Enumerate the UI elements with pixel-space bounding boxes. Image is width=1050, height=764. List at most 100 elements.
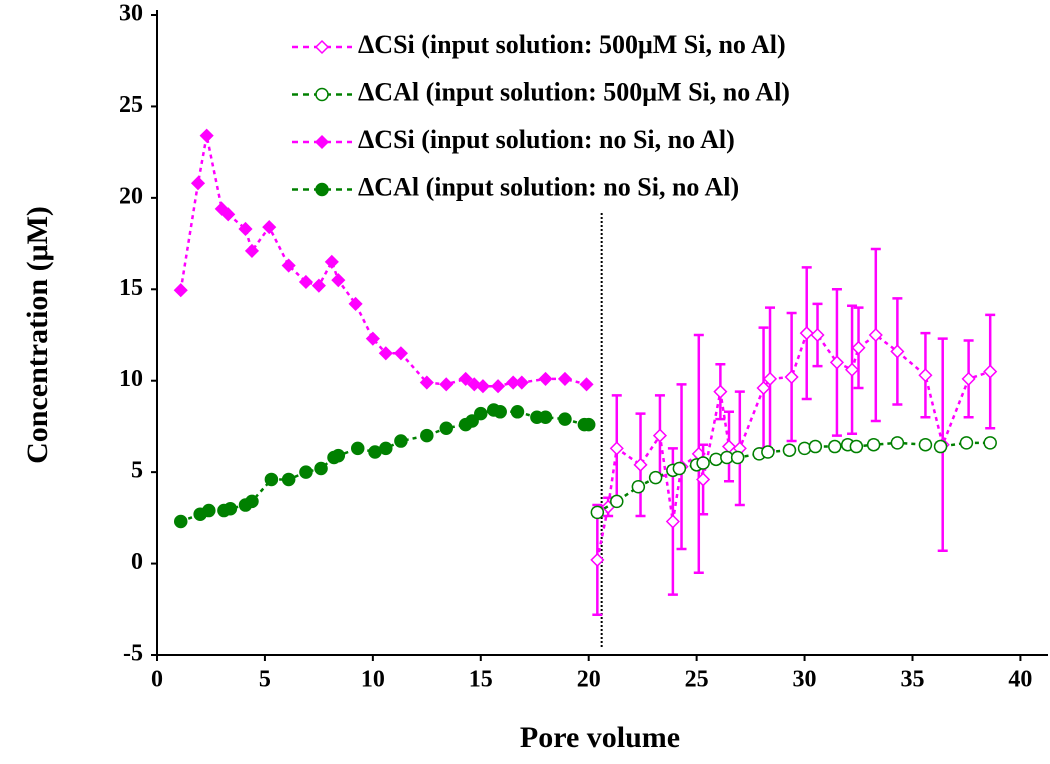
point [609,441,624,456]
x-tick-label: 40 [1008,667,1032,693]
point [474,406,488,421]
point [458,371,473,386]
point [828,439,842,454]
point [696,472,711,487]
x-tick-label: 15 [469,667,493,693]
y-tick-label: 10 [119,366,143,392]
point [298,274,313,290]
point [223,501,238,516]
y-tick-label: 30 [119,1,143,27]
point [348,296,363,311]
legend-label: ΔCAl (input solution: 500μM Si, no Al) [358,77,790,106]
point [918,437,933,452]
point [713,384,728,399]
point [331,448,346,463]
x-tick-label: 5 [259,667,271,693]
point [652,428,667,443]
point [709,452,723,467]
y-tick-label: -5 [123,641,143,667]
point [558,412,572,426]
legend-label: ΔCSi (input solution: no Si, no Al) [358,125,735,154]
y-axis-label: Concentration (μM) [21,206,54,464]
legend-marker [315,182,329,197]
y-tick-label: 5 [131,458,143,484]
point [538,410,553,425]
x-tick-label: 30 [793,667,817,693]
point [590,552,605,567]
point [849,439,864,454]
point [264,472,279,487]
point [173,514,188,529]
point [439,377,454,392]
legend-marker [314,39,330,55]
point [514,375,529,390]
point [221,207,236,222]
point [844,362,860,377]
point [961,371,976,386]
point [379,441,393,456]
point [199,128,214,143]
point [538,371,553,386]
point [202,503,216,518]
point [648,470,663,485]
point [510,405,525,419]
point [475,379,490,394]
x-tick-label: 20 [577,667,601,693]
point [983,436,997,450]
point [365,331,380,346]
point [394,434,408,448]
legend-label: ΔCAl (input solution: no Si, no Al) [358,172,739,201]
point [799,326,814,341]
legend-marker [315,87,329,102]
y-tick-label: 20 [119,183,143,209]
point [190,176,206,191]
point [721,439,737,454]
y-tick-label: 15 [119,275,143,301]
point [631,480,646,494]
point [420,428,434,443]
point [730,450,745,465]
point [299,465,313,479]
point [918,368,933,383]
point [314,461,328,476]
point [665,514,680,529]
point [756,380,771,396]
point [557,371,573,386]
point [808,439,823,454]
y-tick-label: 25 [119,92,143,118]
legend-marker [314,134,330,150]
point [590,505,605,520]
point [762,371,778,386]
point [173,283,188,298]
point [633,457,648,472]
point [810,327,825,343]
point [238,221,253,237]
point [983,364,998,379]
y-tick-label: 0 [131,549,143,575]
point [311,278,326,293]
series-line [179,135,587,388]
x-axis-label: Pore volume [520,721,680,754]
point [465,414,479,428]
point [672,461,687,476]
point [851,340,866,355]
point [419,375,434,390]
point [331,273,346,288]
point [579,377,594,392]
point [581,417,596,432]
point [959,436,974,450]
point [890,436,905,450]
point [393,346,408,361]
point [797,441,812,456]
point [782,443,797,457]
point [610,494,624,509]
point [350,441,365,456]
point [324,254,339,269]
point [262,220,277,235]
legend-label: ΔCSi (input solution: 500μM Si, no Al) [358,30,786,59]
point [281,258,296,273]
point [696,456,710,470]
point [490,379,506,394]
x-tick-label: 10 [361,667,385,693]
